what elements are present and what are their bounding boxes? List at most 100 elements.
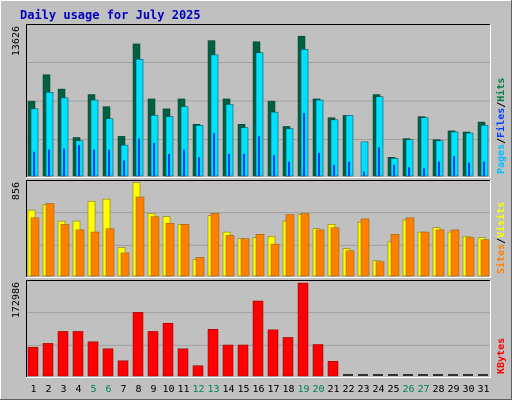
bar-sites <box>90 231 100 277</box>
x-tick-label: 13 <box>207 384 219 395</box>
bar-pages <box>423 168 425 176</box>
x-tick-label: 16 <box>252 384 264 395</box>
bar-sites <box>195 257 205 277</box>
bar-files <box>420 117 429 177</box>
bar-pages <box>393 164 395 176</box>
x-tick-label: 22 <box>342 384 354 395</box>
bar-kbytes <box>252 300 264 377</box>
x-tick-label: 18 <box>282 384 294 395</box>
bar-kbytes <box>87 341 99 377</box>
bar-pages <box>183 149 185 176</box>
bar-pages <box>303 113 305 176</box>
bar-sites <box>150 216 160 277</box>
x-tick-label: 1 <box>30 384 36 395</box>
bar-files <box>360 141 369 177</box>
bar-kbytes <box>267 329 279 377</box>
bar-pages <box>33 151 35 176</box>
bar-sites <box>285 214 295 277</box>
bar-sites <box>210 213 220 277</box>
bar-pages <box>483 161 485 176</box>
x-tick-label: 23 <box>357 384 369 395</box>
x-tick-label: 6 <box>105 384 111 395</box>
x-tick-label: 8 <box>135 384 141 395</box>
bar-kbytes <box>162 323 174 377</box>
bar-sites <box>180 224 190 277</box>
bar-kbytes <box>312 344 324 377</box>
bar-sites <box>375 261 385 277</box>
x-tick-label: 2 <box>45 384 51 395</box>
chart-panels: 13626 Pages/Files/Hits 856 Sites/Visits 1729… <box>11 24 507 378</box>
legend-part: Sites <box>495 244 507 274</box>
x-tick-label: 3 <box>60 384 66 395</box>
bar-sites <box>345 250 355 277</box>
bar-kbytes <box>192 365 204 377</box>
panel-hits-files-pages: 13626 Pages/Files/Hits <box>11 24 507 178</box>
x-tick-label: 26 <box>402 384 414 395</box>
bar-sites <box>165 223 175 277</box>
bar-sites <box>120 252 130 277</box>
x-tick-label: 14 <box>222 384 234 395</box>
bar-pages <box>438 161 440 176</box>
bar-sites <box>60 224 70 277</box>
bar-kbytes <box>57 331 69 377</box>
y-max-label: 172986 <box>11 282 22 318</box>
bar-pages <box>363 171 365 176</box>
y-max-label: 856 <box>11 182 22 200</box>
bar-pages <box>213 133 215 176</box>
bar-kbytes <box>327 361 339 377</box>
legend-part: / <box>496 102 507 108</box>
legend-part: Hits <box>495 78 507 102</box>
bar-pages <box>78 145 80 176</box>
x-tick-label: 19 <box>297 384 309 395</box>
bar-pages <box>318 152 320 176</box>
bar-sites <box>390 234 400 277</box>
bar-kbytes <box>147 331 159 377</box>
panel-visits-sites: 856 Sites/Visits <box>11 180 507 278</box>
bar-kbytes <box>42 343 54 377</box>
bar-sites <box>420 231 430 277</box>
x-tick-label: 11 <box>177 384 189 395</box>
bar-pages <box>168 153 170 176</box>
x-tick-label: 4 <box>75 384 81 395</box>
bar-pages <box>258 136 260 176</box>
y-max-label: 13626 <box>11 26 22 56</box>
x-tick-label: 15 <box>237 384 249 395</box>
bar-sites <box>465 237 475 277</box>
bar-sites <box>135 196 145 277</box>
bar-pages <box>348 161 350 176</box>
bar-pages <box>378 147 380 176</box>
bar-kbytes <box>132 312 144 377</box>
legend-part: / <box>496 138 507 144</box>
bar-sites <box>315 229 325 277</box>
bar-kbytes <box>297 282 309 377</box>
x-tick-label: 24 <box>372 384 384 395</box>
bar-pages <box>123 160 125 176</box>
bar-pages <box>243 153 245 176</box>
bar-sites <box>75 229 85 277</box>
bar-pages <box>153 142 155 176</box>
bar-pages <box>138 138 140 176</box>
bar-sites <box>45 203 55 277</box>
series-legend-label: Pages/Files/Hits <box>495 78 507 174</box>
bar-sites <box>480 239 490 277</box>
bar-kbytes <box>282 337 294 377</box>
bar-sites <box>330 227 340 277</box>
bar-kbytes <box>117 360 129 377</box>
x-tick-label: 9 <box>150 384 156 395</box>
bar-pages <box>453 156 455 176</box>
series-legend-label: Sites/Visits <box>495 202 507 274</box>
bar-kbytes <box>72 331 84 377</box>
x-tick-label: 10 <box>162 384 174 395</box>
bar-pages <box>93 149 95 176</box>
bar-kbytes <box>177 348 189 377</box>
bar-sites <box>255 234 265 277</box>
bar-sites <box>105 228 115 277</box>
bar-sites <box>225 235 235 277</box>
bar-pages <box>228 153 230 176</box>
bar-kbytes <box>237 344 249 377</box>
bar-sites <box>435 229 445 277</box>
bar-pages <box>198 157 200 176</box>
legend-part: / <box>496 238 507 244</box>
chart-title: Daily usage for July 2025 <box>20 8 201 22</box>
